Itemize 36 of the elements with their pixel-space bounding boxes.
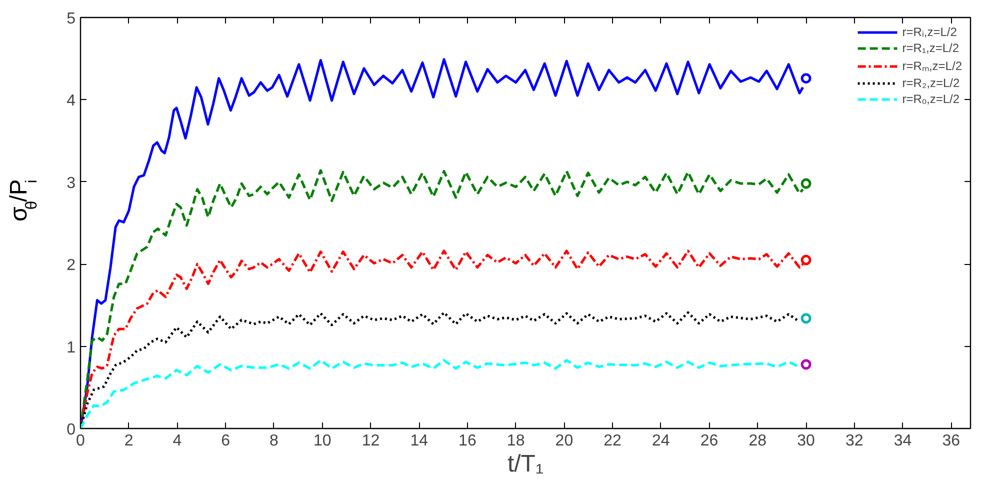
x-tick-label: 28 [748,432,767,450]
point [800,254,812,266]
x-tick-label: 6 [221,432,230,450]
legend-label: r=R₁,z=L/2 [902,41,960,55]
legend-label: r=Rₒ,z=L/2 [902,92,960,106]
y-axis-title: σθ/Pi [6,179,40,222]
point [800,359,812,370]
x-tick-label: 10 [313,432,332,450]
x-tick-label: 8 [270,432,279,450]
y-tick-label: 2 [66,257,76,274]
x-tick-label: 4 [172,432,182,450]
y-tick-label: 1 [66,339,76,356]
x-axis-title: t/T₁ [507,450,544,478]
x-tick-label: 2 [124,432,134,450]
x-tick-label: 32 [846,432,864,450]
x-tick-label: 20 [555,432,574,450]
x-tick-label: 26 [700,432,718,450]
x-tick-label: 22 [604,432,622,450]
x-tick-label: 30 [797,432,816,450]
x-tick-label: 36 [942,432,960,450]
point [800,73,812,84]
x-tick-label: 14 [410,432,428,450]
y-tick-label: 4 [66,92,76,110]
y-tick-label: 5 [66,10,76,28]
x-tick-label: 34 [894,432,912,450]
legend-label: r=Rᵢ,z=L/2 [902,25,957,39]
legend-label: r=Rₘ,z=L/2 [902,58,962,74]
y-tick-label: 0 [66,422,76,438]
legend-label: r=R₂,z=L/2 [902,76,960,90]
x-tick-label: 12 [362,432,380,450]
point [800,313,812,324]
x-tick-label: 24 [652,432,670,450]
x-tick-label: 18 [506,432,525,450]
y-tick-label: 3 [66,174,76,192]
x-tick-label: 16 [458,432,476,450]
point [800,178,812,189]
